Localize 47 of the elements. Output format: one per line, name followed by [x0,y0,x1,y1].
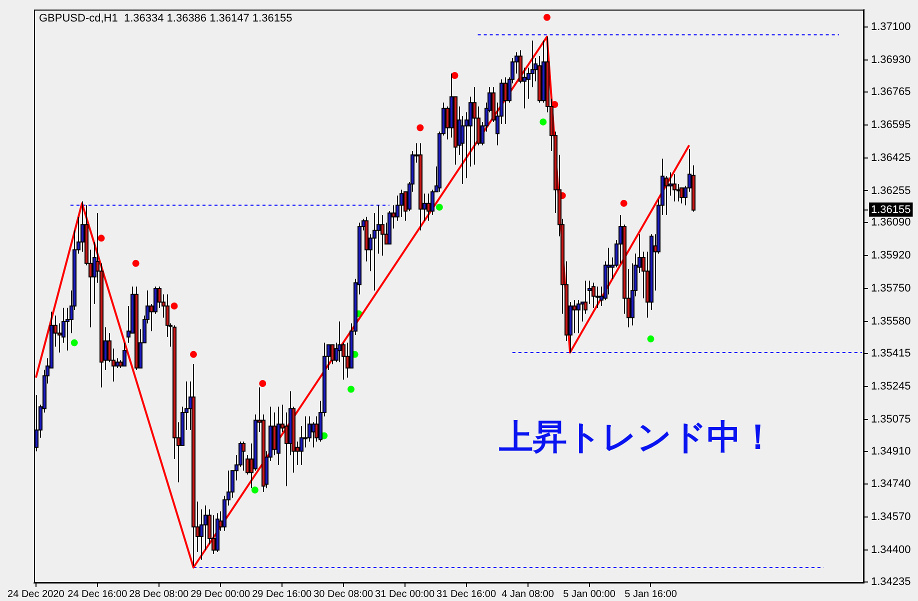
point [647,335,654,342]
annotation: 上昇トレンド中！ [498,417,775,458]
point [620,200,628,207]
point [416,124,424,132]
y-tick-label: 1.36765 [871,86,911,98]
y-tick-label: 1.35580 [871,316,911,328]
point [436,204,443,211]
y-tick-label: 1.37100 [871,21,911,34]
y-tick-label: 1.35245 [871,380,911,392]
point [190,350,197,358]
x-tick-label: 24 Dec 16:00 [68,588,128,600]
point [540,118,547,126]
x-tick-label: 5 Jan 16:00 [624,588,678,600]
y-tick-label: 1.35750 [871,282,911,295]
x-tick-label: 29 Dec 00:00 [190,588,251,600]
point [451,72,458,79]
point [70,339,78,346]
point [251,486,258,494]
x-tick-label: 31 Dec 00:00 [375,588,435,600]
x-tick-label: 5 Jan 00:00 [563,588,616,600]
point [543,14,550,21]
y-tick-label: 1.35920 [871,250,911,262]
point [170,302,178,310]
y-tick-label: 1.35075 [871,413,911,426]
x-tick-label: 31 Dec 16:00 [436,588,496,600]
y-tick-label: 1.34235 [871,576,911,588]
y-tick-label: 1.34910 [871,445,911,458]
y-tick-label: 1.36090 [871,216,911,229]
x-tick-label: 29 Dec 16:00 [252,588,312,600]
x-tick-label: 4 Jan 08:00 [502,588,554,600]
y-tick-label: 1.35415 [871,347,911,360]
y-tick-label: 1.36595 [871,118,911,131]
point [259,380,266,387]
y-tick-label: 1.36255 [871,184,911,197]
x-tick-label: 28 Dec 08:00 [129,588,190,600]
point [98,234,105,242]
x-tick-label: 24 Dec 2020 [8,588,65,600]
y-tick-label: 1.36930 [871,54,911,66]
y-tick-label: 1.34570 [871,511,911,524]
y-tick-label: 1.34740 [871,478,911,490]
y-tick-label: 1.36425 [871,152,911,164]
y-tick-label: 1.34400 [871,544,911,556]
x-tick-label: 30 Dec 08:00 [314,588,374,600]
chart-title: GBPUSD-cd,H1 1.36334 1.36386 1.36147 1.36155 [39,12,292,25]
point [348,386,355,393]
y-tick-label: 1.36155 [871,204,911,216]
point [132,260,140,267]
